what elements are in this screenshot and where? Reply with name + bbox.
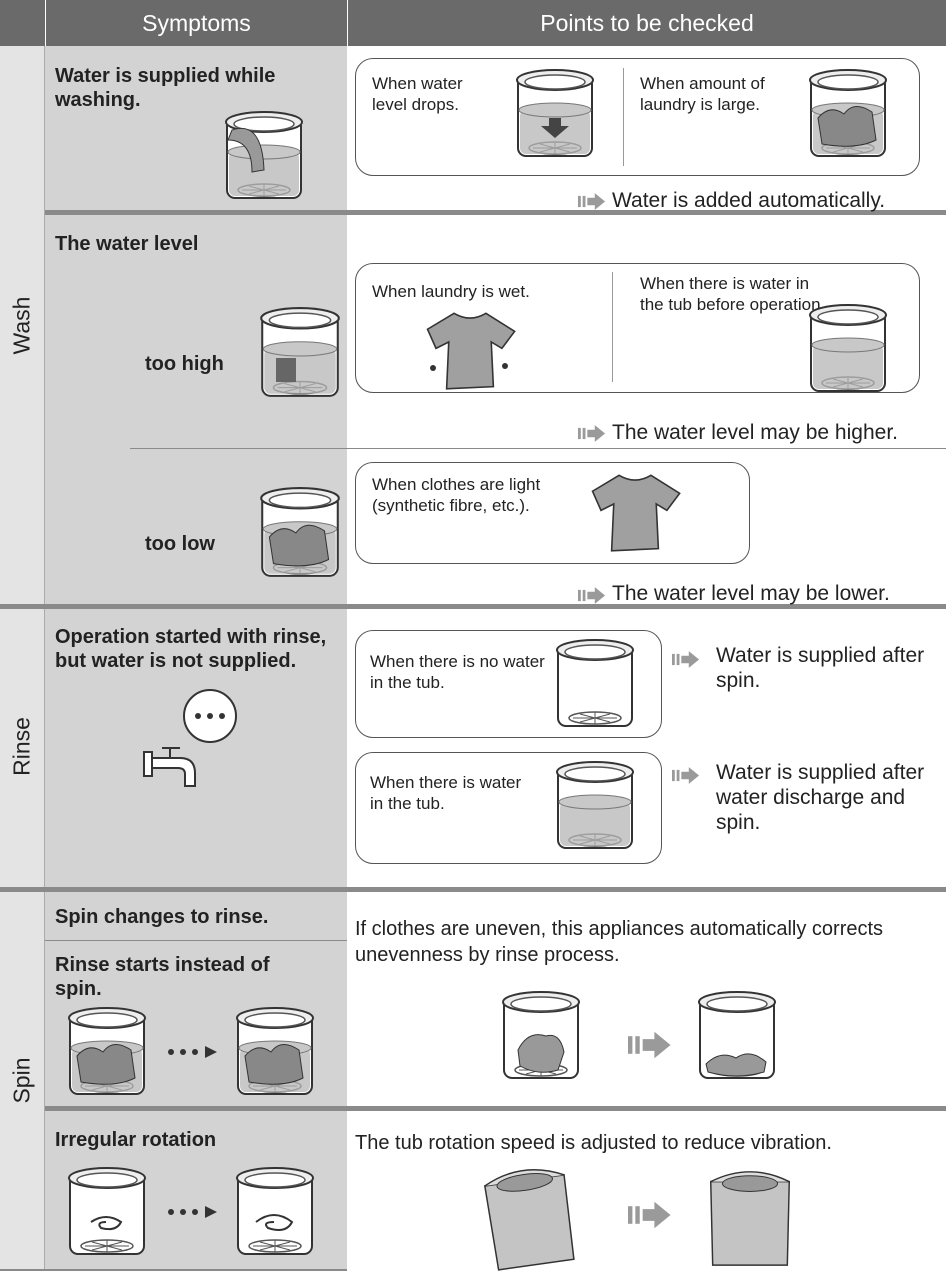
header-sep — [347, 0, 348, 46]
tub-illustration — [66, 1166, 148, 1262]
tub-illustration — [515, 68, 595, 164]
tub-illustration — [234, 1006, 316, 1102]
faucet-illustration — [143, 689, 237, 787]
tub-illustration — [234, 1166, 316, 1262]
check-text: When amount of laundry is large. — [640, 74, 765, 114]
arrow-icon — [628, 1030, 672, 1060]
header-bar — [0, 0, 946, 46]
symptom: Operation started with rinse, but water … — [55, 626, 327, 672]
tub-illustration — [555, 638, 635, 734]
symptom: Water is supplied while washing. — [55, 65, 276, 111]
box-divider — [612, 272, 613, 382]
symptom-sub: too low — [145, 533, 215, 555]
box-divider — [623, 68, 624, 166]
symptom: Irregular rotation — [55, 1129, 217, 1151]
check-text: When laundry is wet. — [372, 282, 530, 301]
tub-illustration — [258, 306, 342, 404]
symptom-sub: too high — [145, 353, 224, 375]
symptom: Spin changes to rinse. — [55, 906, 269, 928]
sequence-arrow — [165, 1045, 225, 1059]
section-label: Wash — [8, 296, 35, 355]
tub-illustration — [696, 990, 778, 1086]
shirt-illustration — [580, 470, 690, 555]
check-text: When clothes are light (synthetic fibre,… — [372, 475, 541, 515]
row-divider — [45, 210, 946, 215]
row-divider — [45, 940, 347, 941]
result-icon — [672, 650, 700, 669]
result-text: Water is added automatically. — [612, 189, 886, 212]
arrow-icon — [628, 1200, 672, 1230]
header-points: Points to be checked — [540, 10, 754, 36]
check-text: When water level drops. — [372, 74, 463, 114]
tub-illustration — [808, 68, 888, 164]
point-text: The tub rotation speed is adjusted to re… — [355, 1132, 832, 1154]
tub-illustration — [222, 110, 306, 206]
result-icon — [672, 766, 700, 785]
point-text: If clothes are uneven, this appliances a… — [355, 918, 884, 966]
header-symptoms: Symptoms — [142, 10, 251, 36]
section-label: Spin — [8, 1057, 35, 1104]
machine-illustration — [482, 1164, 577, 1271]
section-divider — [0, 604, 946, 609]
section-divider — [0, 887, 946, 892]
symptom: The water level — [55, 233, 199, 255]
result-icon — [578, 192, 606, 211]
section-column — [0, 46, 45, 1270]
check-box — [355, 462, 750, 564]
tub-illustration — [808, 303, 888, 399]
check-text: When there is water in the tub before op… — [640, 274, 826, 314]
check-text: When there is no water in the tub. — [370, 652, 545, 692]
tub-illustration — [66, 1006, 148, 1102]
machine-illustration — [709, 1171, 791, 1266]
row-divider — [130, 448, 946, 449]
check-text: When there is water in the tub. — [370, 773, 522, 813]
symptom: Rinse starts instead of spin. — [55, 954, 270, 1000]
row-divider — [45, 1106, 946, 1111]
header-sep — [45, 0, 46, 46]
tub-illustration — [555, 760, 635, 856]
section-label: Rinse — [8, 717, 35, 776]
sequence-arrow — [165, 1205, 225, 1219]
tub-illustration — [258, 486, 342, 584]
bottom-line — [0, 1269, 347, 1271]
result-icon — [578, 586, 606, 605]
result-text: The water level may be lower. — [612, 582, 890, 605]
tub-illustration — [500, 990, 582, 1086]
result-text: Water is supplied after water discharge … — [716, 761, 925, 834]
result-text: Water is supplied after spin. — [716, 644, 925, 692]
result-text: The water level may be higher. — [612, 421, 898, 444]
result-icon — [578, 424, 606, 443]
shirt-illustration — [415, 308, 525, 393]
